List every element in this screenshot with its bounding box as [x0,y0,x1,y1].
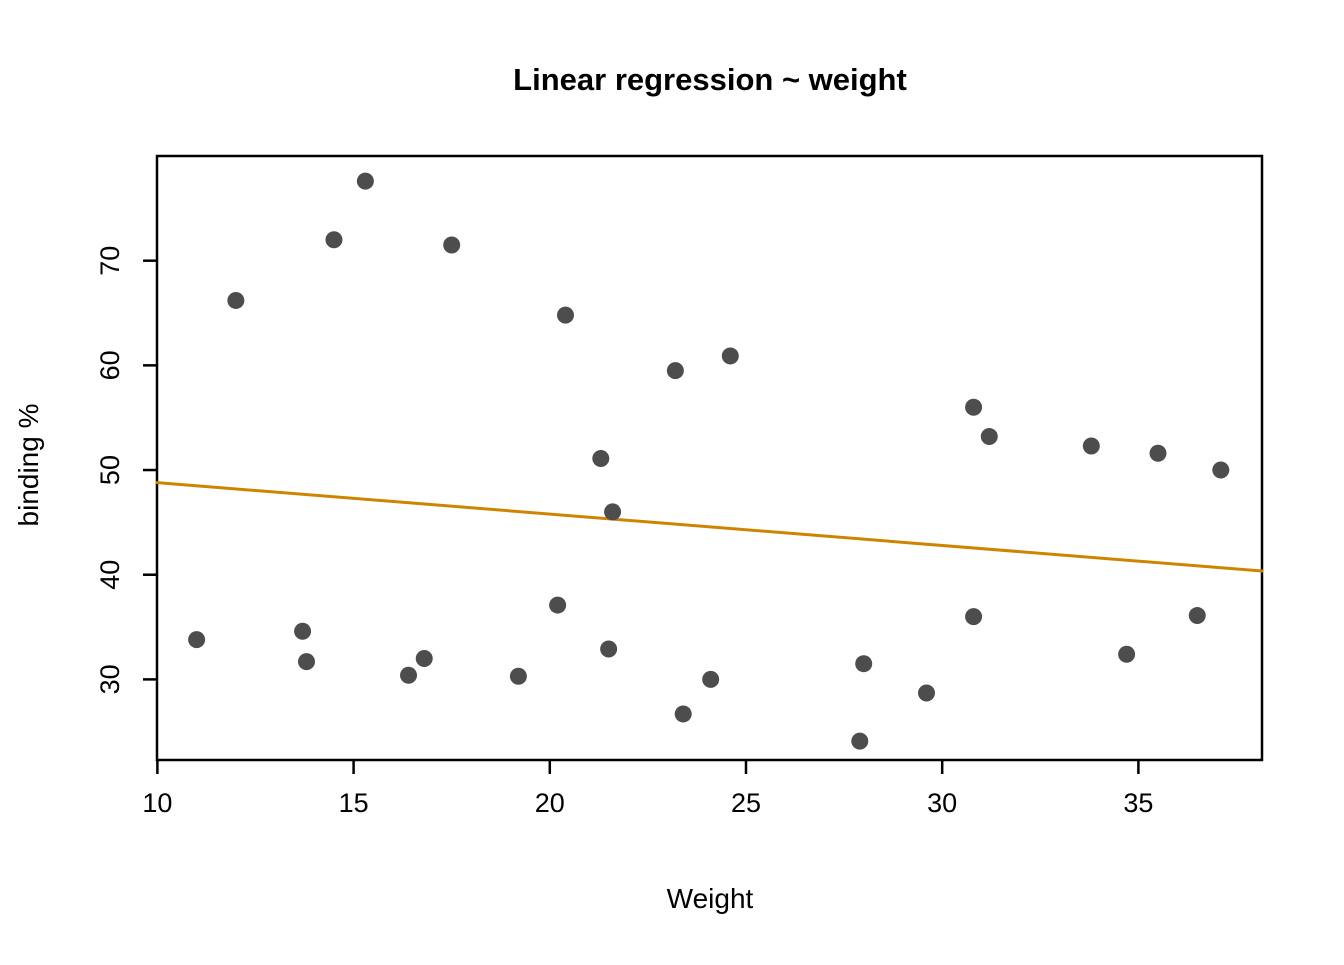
y-tick-label: 60 [95,350,125,380]
y-tick-label: 30 [95,664,125,694]
data-point [600,640,618,658]
data-point [1082,437,1100,455]
data-point [298,653,316,671]
data-point [674,705,692,723]
data-point [1188,607,1206,625]
regression-line [155,481,1264,573]
data-point [965,398,983,416]
data-point [556,306,574,324]
data-point [188,631,206,649]
data-point [592,450,610,468]
data-point [1118,645,1136,663]
data-point [604,503,622,521]
data-point [851,732,869,750]
x-tick-label: 25 [731,788,761,818]
x-axis-ticks: 10 15 20 25 30 35 [142,761,1153,818]
y-axis-ticks: 30 40 50 60 70 [95,246,156,694]
data-point [702,670,720,688]
data-point [1149,444,1167,462]
data-point [855,655,873,673]
chart-title: Linear regression ~ weight [513,62,907,97]
data-point [965,608,983,626]
x-tick-label: 35 [1123,788,1153,818]
y-tick-label: 70 [95,246,125,276]
data-point [227,291,245,309]
x-tick-label: 20 [535,788,565,818]
x-axis-label: Weight [667,883,754,914]
y-tick-label: 50 [95,455,125,485]
data-point [549,596,567,614]
data-point [400,666,418,684]
data-point [666,362,684,380]
data-point [509,667,527,685]
data-point [917,684,935,702]
data-point [356,172,374,190]
x-tick-label: 10 [142,788,172,818]
y-axis-label: binding % [13,404,44,527]
data-point [443,236,461,254]
scatter-points [188,172,1230,750]
data-point [294,622,312,640]
data-point [415,649,433,667]
data-point [1212,461,1230,479]
x-tick-label: 15 [339,788,369,818]
x-tick-label: 30 [927,788,957,818]
data-point [325,231,343,249]
data-point [980,428,998,446]
y-tick-label: 40 [95,560,125,590]
data-point [721,347,739,365]
plot-area-border [155,154,1264,762]
